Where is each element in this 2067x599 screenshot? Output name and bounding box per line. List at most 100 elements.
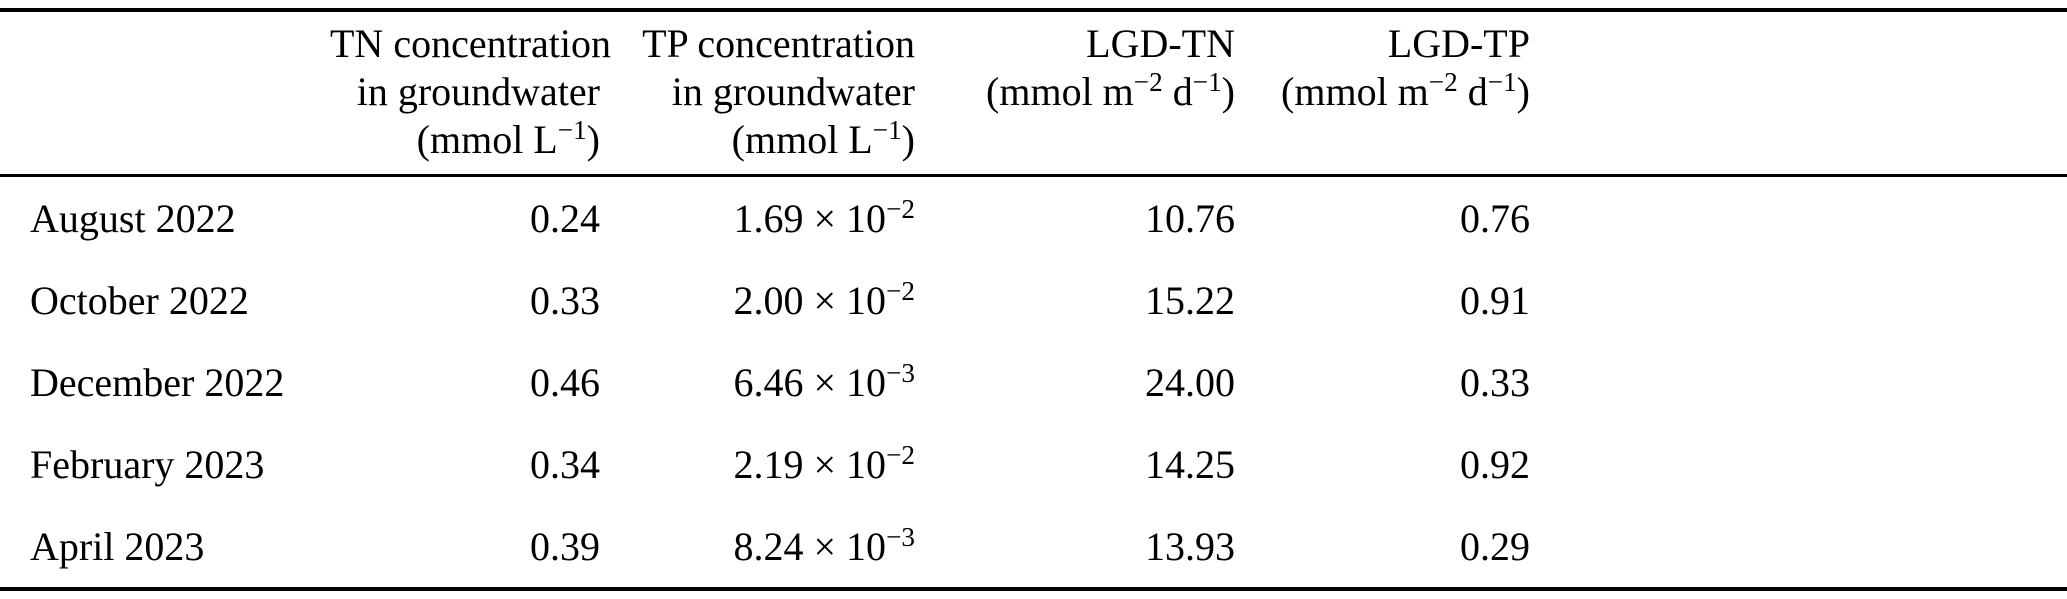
text-segment: December 2022 [30,359,285,405]
row-label-period: December 2022 [0,341,330,423]
table-body: August 2022 0.24 1.69 × 10−2 10.76 0.76 Octob… [0,176,2067,590]
table-row: February 2023 0.34 2.19 × 10−2 14.25 0.92 [0,423,2067,505]
table-row: December 2022 0.46 6.46 × 10−3 24.00 0.33 [0,341,2067,423]
table-cell-lgd-tp: 0.92 [1235,423,1530,505]
superscript-exponent: −3 [886,521,915,552]
text-segment: 6.46 × 10 [733,359,887,405]
superscript-exponent: −2 [886,275,915,306]
text-segment: 0.34 [530,441,600,487]
data-table: TN concentration in groundwater (mmol L−1)… [0,8,2067,591]
table-cell-lgd-tn: 15.22 [915,259,1235,341]
superscript-exponent: −1 [872,115,902,146]
table-cell-tn-concentration: 0.33 [330,259,600,341]
table-cell-lgd-tn: 14.25 [915,423,1235,505]
table-header: TN concentration in groundwater (mmol L−1)… [0,10,2067,176]
text-segment: February 2023 [30,441,265,487]
header-line: LGD-TP [1235,20,1530,68]
text-segment: 24.00 [1145,359,1235,405]
superscript-exponent: −1 [1487,67,1517,98]
text-segment: 0.91 [1460,277,1530,323]
text-segment: (mmol L [731,117,873,162]
header-line: (mmol L−1) [330,116,600,164]
text-segment: August 2022 [30,195,236,241]
text-segment: TN concentration [330,21,611,66]
text-segment: TP concentration [642,21,915,66]
text-segment: 14.25 [1145,441,1235,487]
header-row: TN concentration in groundwater (mmol L−1)… [0,10,2067,176]
column-header-tn-concentration: TN concentration in groundwater (mmol L−1) [330,10,611,176]
text-segment: in groundwater [671,69,915,114]
header-line: TN concentration [330,20,611,68]
text-segment: 0.39 [530,523,600,569]
text-segment: (mmol L [416,117,558,162]
column-header-lgd-tn: LGD-TN (mmol m−2 d−1) [915,10,1235,176]
text-segment: d [1162,69,1193,114]
table-cell-lgd-tn: 24.00 [915,341,1235,423]
column-header-tp-concentration: TP concentration in groundwater (mmol L−1) [600,10,915,176]
superscript-exponent: −1 [1192,67,1222,98]
table-row: April 2023 0.39 8.24 × 10−3 13.93 0.29 [0,505,2067,589]
text-segment: in groundwater [356,69,600,114]
header-line: in groundwater [600,68,915,116]
header-line: LGD-TN [915,20,1235,68]
text-segment: 0.92 [1460,441,1530,487]
text-segment: ) [901,117,915,162]
text-segment: 0.24 [530,195,600,241]
header-line: (mmol m−2 d−1) [915,68,1235,116]
table-cell-tn-concentration: 0.34 [330,423,600,505]
text-segment: 0.46 [530,359,600,405]
table-cell-tp-concentration: 2.00 × 10−2 [600,259,916,341]
text-segment: October 2022 [30,277,249,323]
table-cell-tn-concentration: 0.46 [330,341,600,423]
spacer-cell [1530,505,2067,589]
text-segment: (mmol m [1281,69,1429,114]
header-line: in groundwater [330,68,600,116]
superscript-exponent: −2 [886,439,915,470]
table-cell-lgd-tp: 0.29 [1235,505,1530,589]
spacer-cell [1530,259,2067,341]
table-cell-tp-concentration: 2.19 × 10−2 [600,423,916,505]
header-line: (mmol m−2 d−1) [1235,68,1530,116]
text-segment: 13.93 [1145,523,1235,569]
text-segment: ) [1221,69,1235,114]
row-label-period: April 2023 [0,505,330,589]
superscript-exponent: −2 [1133,67,1163,98]
table-cell-tn-concentration: 0.24 [330,176,600,260]
text-segment: 2.19 × 10 [733,441,887,487]
header-line: TP concentration [600,20,915,68]
spacer-cell [1530,423,2067,505]
text-segment: 0.76 [1460,195,1530,241]
text-segment: LGD-TN [1086,21,1235,66]
text-segment: April 2023 [30,523,205,569]
text-segment: 8.24 × 10 [733,523,887,569]
table-row: August 2022 0.24 1.69 × 10−2 10.76 0.76 [0,176,2067,260]
table-cell-tp-concentration: 8.24 × 10−3 [600,505,916,589]
superscript-exponent: −2 [1428,67,1458,98]
row-label-period: February 2023 [0,423,330,505]
table-cell-lgd-tn: 13.93 [915,505,1235,589]
table-cell-tp-concentration: 1.69 × 10−2 [600,176,916,260]
text-segment: LGD-TP [1387,21,1530,66]
table-cell-lgd-tp: 0.33 [1235,341,1530,423]
text-segment: 10.76 [1145,195,1235,241]
text-segment: 1.69 × 10 [733,195,887,241]
text-segment: 2.00 × 10 [733,277,887,323]
text-segment: 0.33 [1460,359,1530,405]
text-segment: ) [586,117,600,162]
text-segment: d [1457,69,1488,114]
header-spacer-cell [1530,10,2067,176]
text-segment: 15.22 [1145,277,1235,323]
superscript-exponent: −2 [886,193,915,224]
table-cell-tn-concentration: 0.39 [330,505,600,589]
row-label-period: August 2022 [0,176,330,260]
column-header-lgd-tp: LGD-TP (mmol m−2 d−1) [1235,10,1530,176]
table-cell-tp-concentration: 6.46 × 10−3 [600,341,916,423]
text-segment: 0.33 [530,277,600,323]
row-label-period: October 2022 [0,259,330,341]
table-cell-lgd-tp: 0.91 [1235,259,1530,341]
table-cell-lgd-tp: 0.76 [1235,176,1530,260]
spacer-cell [1530,176,2067,260]
text-segment: (mmol m [986,69,1134,114]
table-cell-lgd-tn: 10.76 [915,176,1235,260]
